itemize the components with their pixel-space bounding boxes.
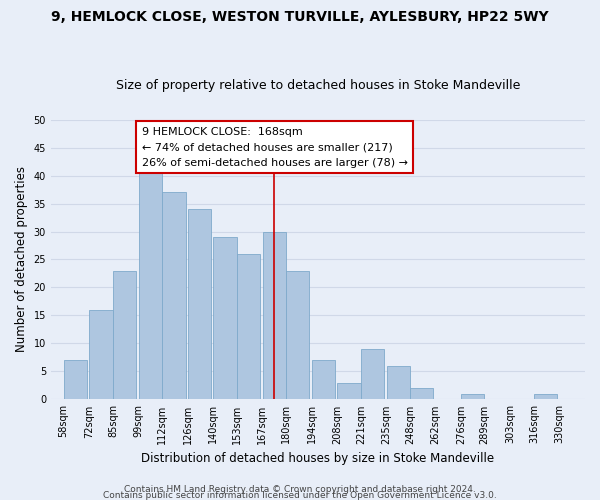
Bar xyxy=(64,360,87,400)
Title: Size of property relative to detached houses in Stoke Mandeville: Size of property relative to detached ho… xyxy=(116,79,520,92)
Text: 9, HEMLOCK CLOSE, WESTON TURVILLE, AYLESBURY, HP22 5WY: 9, HEMLOCK CLOSE, WESTON TURVILLE, AYLES… xyxy=(51,10,549,24)
Bar xyxy=(188,209,211,400)
Bar xyxy=(113,270,136,400)
Text: 9 HEMLOCK CLOSE:  168sqm
← 74% of detached houses are smaller (217)
26% of semi-: 9 HEMLOCK CLOSE: 168sqm ← 74% of detache… xyxy=(142,126,408,168)
Bar xyxy=(139,164,162,400)
Bar xyxy=(461,394,484,400)
Bar xyxy=(312,360,335,400)
Bar xyxy=(89,310,113,400)
Bar xyxy=(534,394,557,400)
Bar xyxy=(163,192,185,400)
Y-axis label: Number of detached properties: Number of detached properties xyxy=(15,166,28,352)
Bar xyxy=(286,270,310,400)
Bar xyxy=(263,232,286,400)
Bar xyxy=(361,349,384,400)
Bar xyxy=(410,388,433,400)
Bar xyxy=(237,254,260,400)
Bar xyxy=(337,382,361,400)
Text: Contains public sector information licensed under the Open Government Licence v3: Contains public sector information licen… xyxy=(103,490,497,500)
Bar xyxy=(386,366,410,400)
X-axis label: Distribution of detached houses by size in Stoke Mandeville: Distribution of detached houses by size … xyxy=(142,452,494,465)
Text: Contains HM Land Registry data © Crown copyright and database right 2024.: Contains HM Land Registry data © Crown c… xyxy=(124,484,476,494)
Bar xyxy=(214,237,236,400)
